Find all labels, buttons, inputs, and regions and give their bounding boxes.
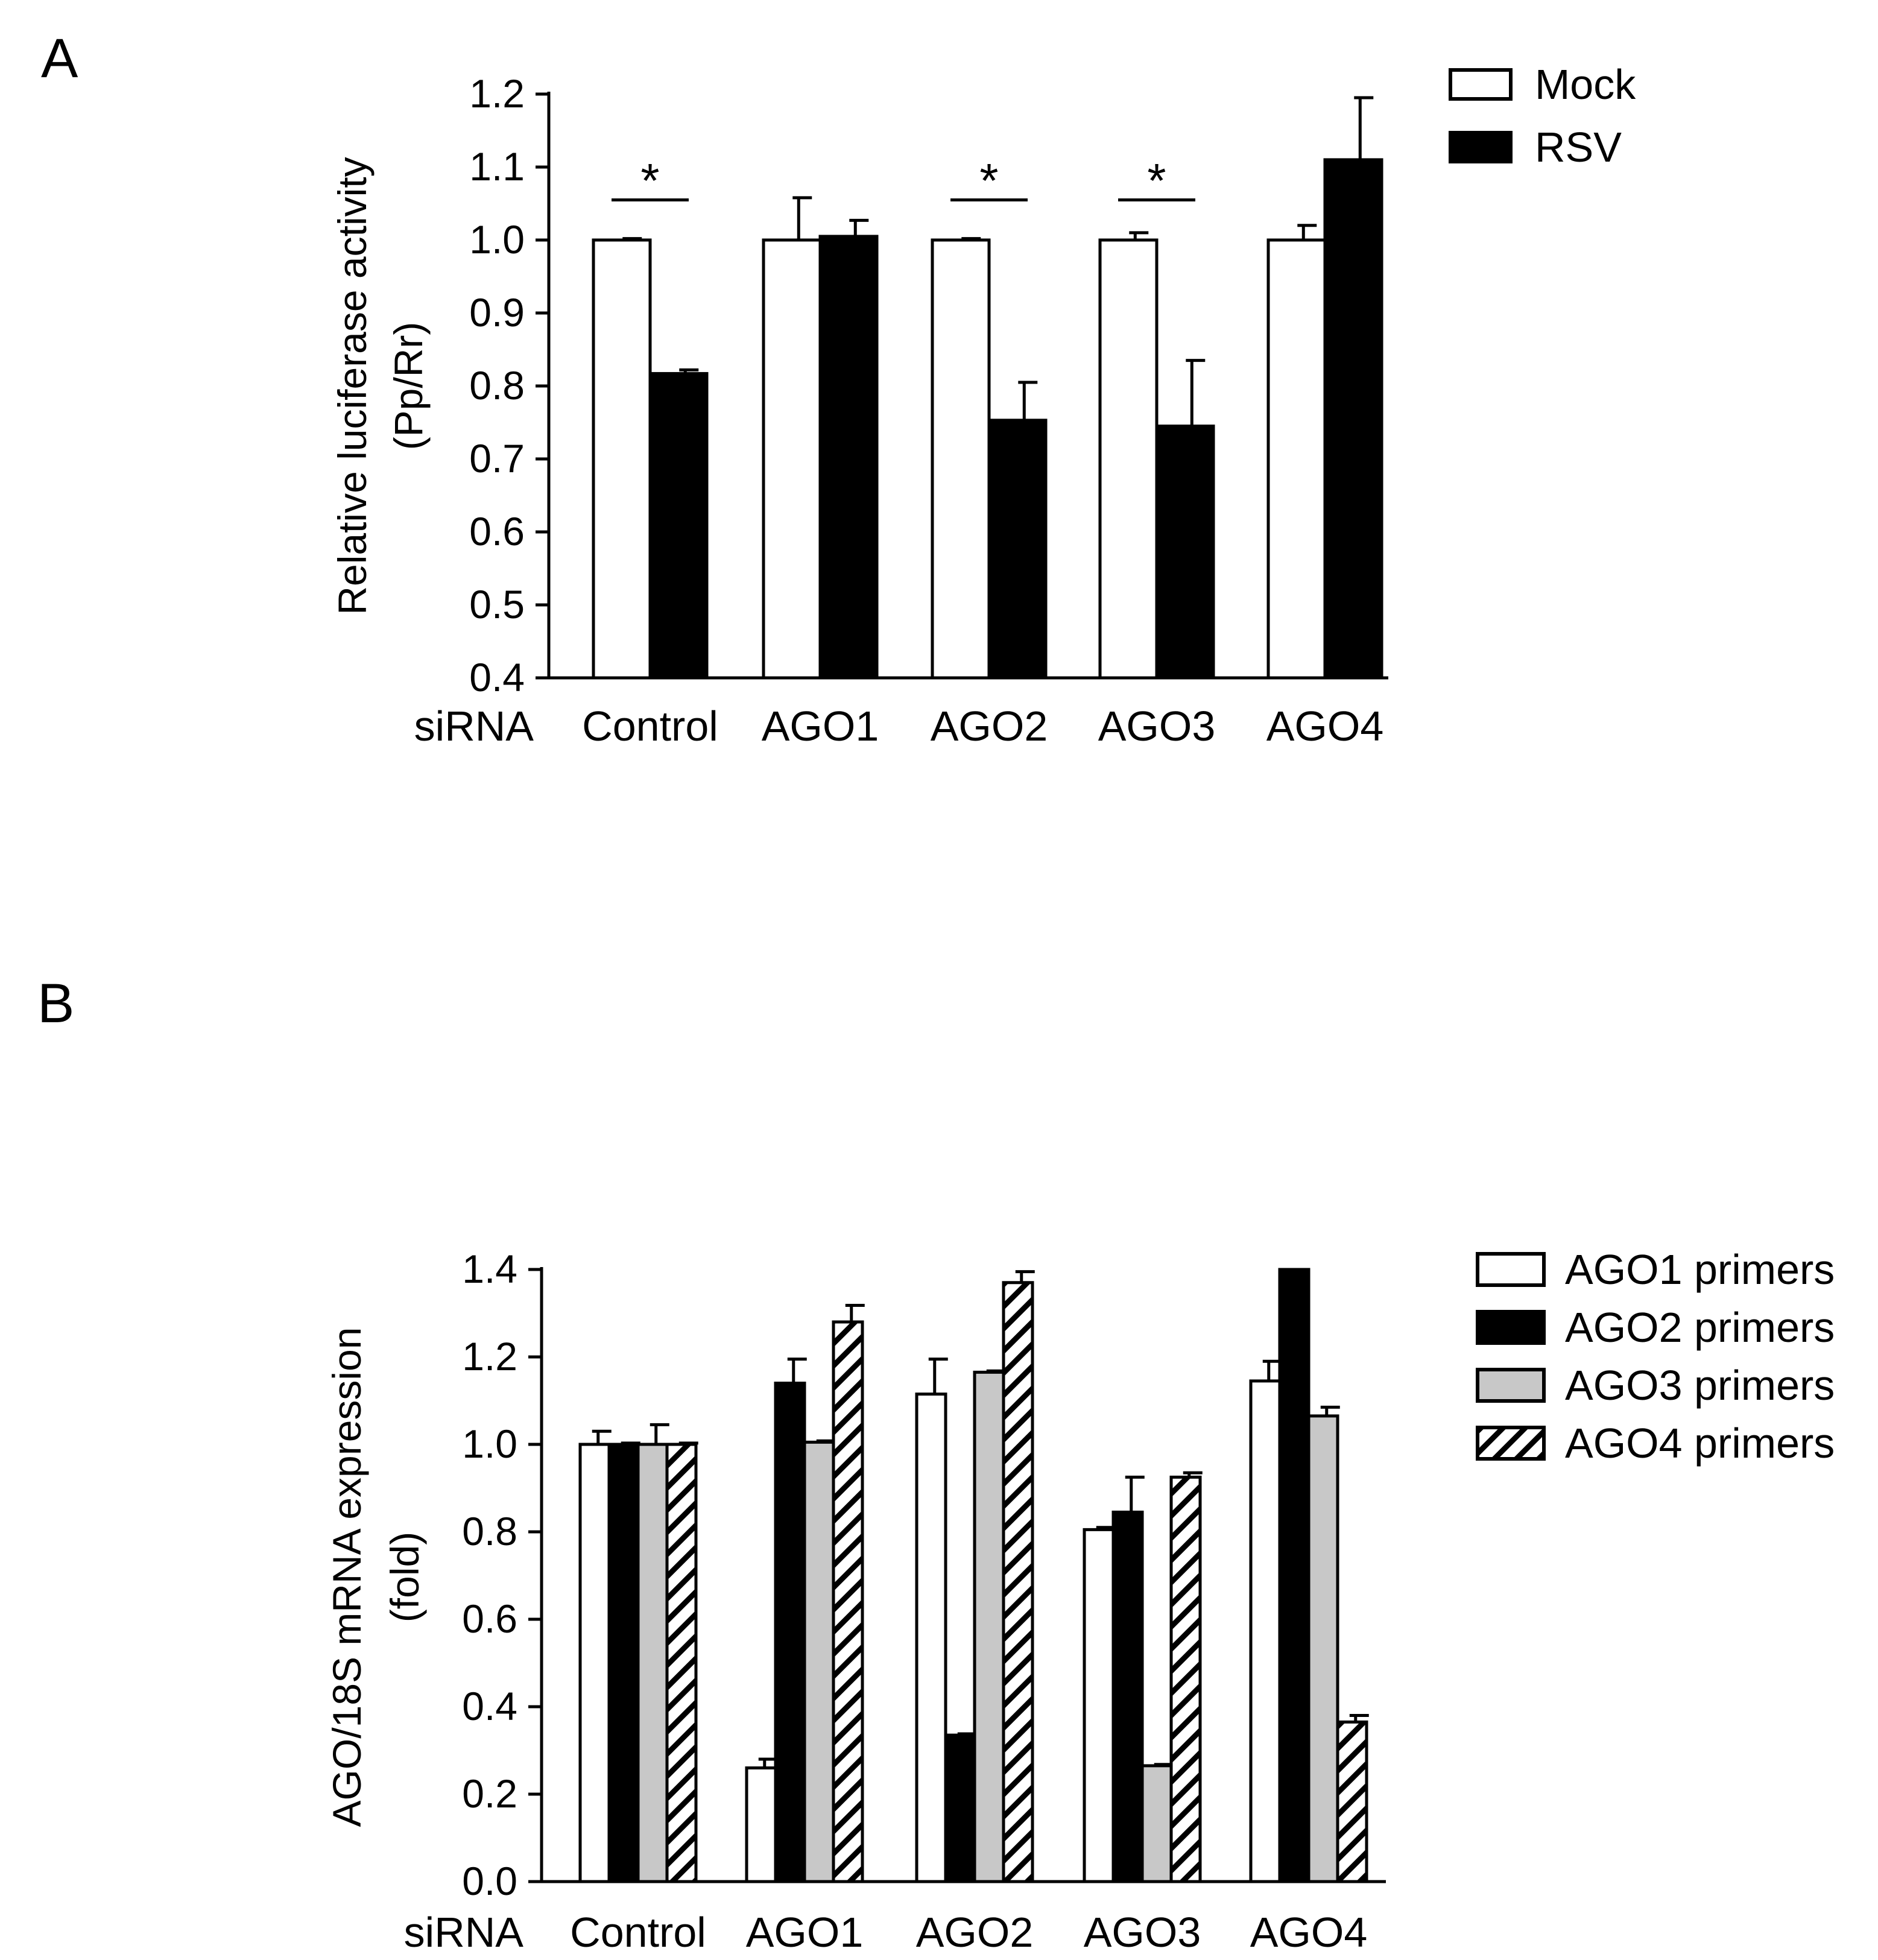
bar-b-ago1-primers-ago2	[915, 1393, 947, 1883]
category-label: AGO1	[746, 1909, 864, 1956]
y-tick-label: 0.6	[469, 509, 525, 554]
panel-b-label: B	[37, 973, 74, 1034]
bar-b-ago4-primers-control	[665, 1443, 698, 1883]
y-tick-label: 0.8	[462, 1509, 517, 1554]
legend-label: AGO3 primers	[1565, 1362, 1835, 1409]
significance-star: *	[640, 154, 659, 207]
y-tick-label: 1.2	[462, 1334, 517, 1379]
y-tick-label: 1.1	[469, 144, 525, 189]
category-label: AGO4	[1250, 1909, 1368, 1956]
category-label: AGO2	[916, 1909, 1034, 1956]
y-axis-title: (fold)	[382, 1532, 427, 1622]
legend-swatch	[1476, 1252, 1546, 1287]
bar-b-ago2-primers-control	[607, 1443, 640, 1883]
bar-b-ago4-primers-ago2	[1002, 1281, 1034, 1883]
y-axis-title: AGO/18S mRNA expression	[324, 1327, 369, 1827]
y-tick-label: 0.9	[469, 290, 525, 335]
panel-a-chart: A 0.4 0.5 0.6 0.7 0.8 0.9 1.0 1.1 1.2 Relative lu…	[41, 28, 1636, 750]
y-tick-label: 0.2	[462, 1771, 517, 1816]
bar-a-rsv-ago3	[1155, 425, 1215, 680]
y-tick-label: 1.0	[469, 217, 525, 262]
y-tick-label: 0.0	[462, 1859, 517, 1903]
legend-swatch	[1449, 131, 1513, 163]
bar-b-ago2-primers-ago4	[1278, 1268, 1310, 1883]
legend-label: RSV	[1535, 124, 1622, 171]
bar-b-ago2-primers-ago2	[944, 1733, 976, 1883]
bar-a-rsv-ago2	[987, 419, 1048, 680]
bar-a-mock-ago3	[1098, 238, 1159, 680]
bar-b-ago1-primers-ago1	[745, 1766, 777, 1883]
y-tick-label: 0.5	[469, 582, 525, 627]
y-tick-label: 1.0	[462, 1421, 517, 1466]
bar-b-ago3-primers-ago3	[1140, 1764, 1173, 1883]
legend-label: AGO1 primers	[1565, 1246, 1835, 1293]
legend-swatch	[1476, 1310, 1546, 1345]
bar-b-ago1-primers-control	[578, 1443, 611, 1883]
bar-a-mock-ago1	[762, 238, 822, 680]
bar-b-ago3-primers-ago1	[803, 1440, 835, 1883]
y-tick-label: 0.7	[469, 436, 525, 481]
bar-a-rsv-control	[648, 371, 709, 680]
legend-swatch	[1476, 1368, 1546, 1403]
bar-b-ago2-primers-ago1	[774, 1382, 806, 1883]
bar-b-ago4-primers-ago4	[1336, 1720, 1368, 1883]
bar-b-ago3-primers-ago4	[1307, 1414, 1339, 1883]
y-tick-label: 1.2	[469, 71, 525, 116]
bar-a-rsv-ago4	[1323, 158, 1383, 680]
bar-b-ago3-primers-ago2	[973, 1370, 1005, 1883]
category-label: AGO3	[1084, 1909, 1201, 1956]
panel-a-label: A	[41, 28, 78, 89]
bar-a-mock-ago4	[1266, 238, 1327, 680]
category-label: Control	[570, 1909, 706, 1956]
category-label: Control	[582, 703, 718, 750]
y-tick-label: 0.6	[462, 1596, 517, 1641]
legend-swatch	[1449, 68, 1513, 101]
bar-a-rsv-ago1	[818, 235, 879, 680]
significance-star: *	[979, 154, 998, 207]
category-label: AGO3	[1098, 703, 1216, 750]
y-axis-title: Relative luciferase activity	[330, 157, 375, 615]
bar-b-ago4-primers-ago3	[1169, 1475, 1202, 1883]
legend-label: AGO4 primers	[1565, 1420, 1835, 1467]
category-label: AGO2	[931, 703, 1048, 750]
x-axis-title: siRNA	[404, 1909, 524, 1956]
category-label: AGO4	[1266, 703, 1384, 750]
bar-a-mock-ago2	[931, 238, 991, 680]
bar-b-ago2-primers-ago3	[1111, 1510, 1144, 1883]
significance-star: *	[1147, 154, 1166, 207]
bar-b-ago3-primers-control	[636, 1443, 669, 1883]
y-tick-label: 0.8	[469, 363, 525, 408]
y-axis-title: (Pp/Rr)	[386, 322, 431, 450]
y-tick-label: 0.4	[469, 655, 525, 700]
y-tick-label: 0.4	[462, 1684, 517, 1728]
bar-b-ago1-primers-ago4	[1249, 1379, 1282, 1883]
x-axis-title: siRNA	[414, 703, 534, 750]
panel-b-chart: B 0.0 0.2 0.4 0.6 0.8 1.0 1.2 1.4 AGO/18S mRNA e…	[37, 973, 1835, 1956]
bar-b-ago4-primers-ago1	[832, 1320, 864, 1883]
legend-label: AGO2 primers	[1565, 1304, 1835, 1351]
bar-a-mock-control	[592, 238, 652, 680]
bar-b-ago1-primers-ago3	[1083, 1528, 1115, 1883]
legend-label: Mock	[1535, 61, 1636, 108]
y-tick-label: 1.4	[462, 1247, 517, 1291]
legend-swatch	[1476, 1426, 1546, 1461]
category-label: AGO1	[762, 703, 879, 750]
